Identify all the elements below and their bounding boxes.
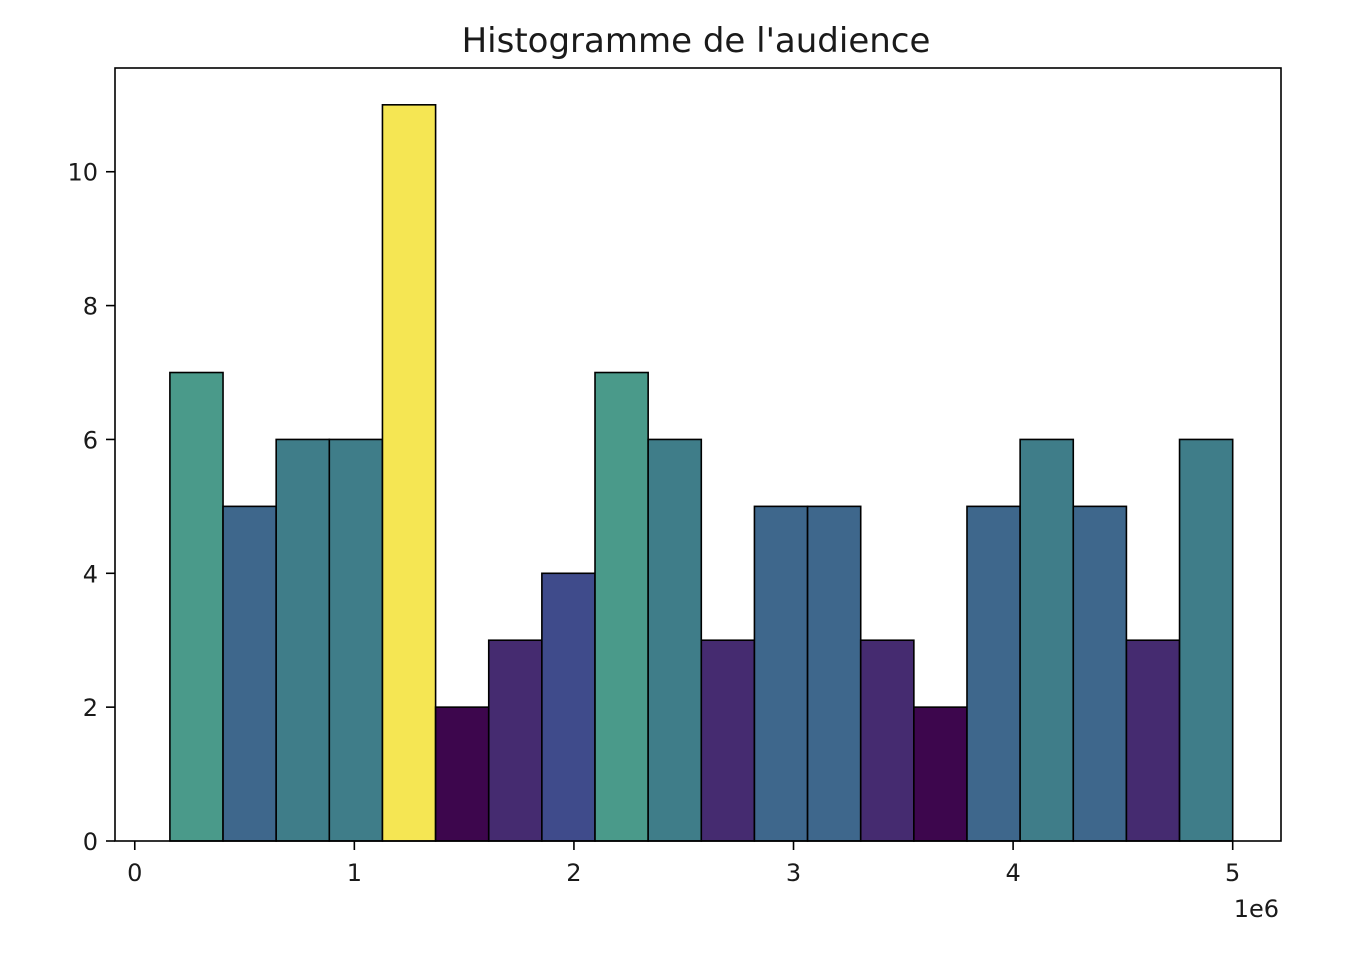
histogram-bar (275, 438, 331, 842)
y-tick-label: 2 (83, 694, 98, 722)
histogram-bar (700, 639, 756, 842)
x-tick-label: 5 (1225, 859, 1240, 887)
histogram-bar (434, 706, 490, 842)
plot-frame (114, 67, 1282, 842)
bars-layer (169, 104, 1234, 842)
histogram-bar (381, 104, 437, 842)
x-tick-label: 1 (347, 859, 362, 887)
histogram-bar (487, 639, 543, 842)
histogram-bar (913, 706, 968, 842)
x-tick-label: 3 (786, 859, 801, 887)
y-tick-label: 8 (83, 293, 98, 321)
histogram-bar (859, 639, 915, 842)
histogram-bar (1072, 505, 1128, 842)
histogram-bar (541, 572, 596, 842)
axes-layer: 0 1 2 3 4 5 0 2 4 6 8 10 (67, 159, 1240, 887)
histogram-bar (806, 505, 862, 842)
histogram-bar (1178, 438, 1234, 842)
histogram-bar (169, 371, 224, 842)
histogram-bar (594, 371, 649, 842)
x-tick-label: 4 (1005, 859, 1020, 887)
y-tick-label: 10 (67, 159, 98, 187)
y-tick-label: 4 (83, 560, 98, 588)
y-tick-label: 6 (83, 426, 98, 454)
histogram-bar (222, 505, 277, 842)
histogram-bar (328, 438, 384, 842)
histogram-bar (647, 438, 703, 842)
x-tick-label: 0 (127, 859, 142, 887)
histogram-bar (753, 505, 809, 842)
histogram-bar (1125, 639, 1181, 842)
x-tick-label: 2 (566, 859, 581, 887)
y-tick-label: 0 (83, 828, 98, 856)
x-axis-offset-label: 1e6 (1234, 895, 1279, 923)
chart-title: Histogramme de l'audience (462, 21, 931, 61)
histogram-bar (1019, 438, 1075, 842)
histogram-bar (966, 505, 1021, 842)
